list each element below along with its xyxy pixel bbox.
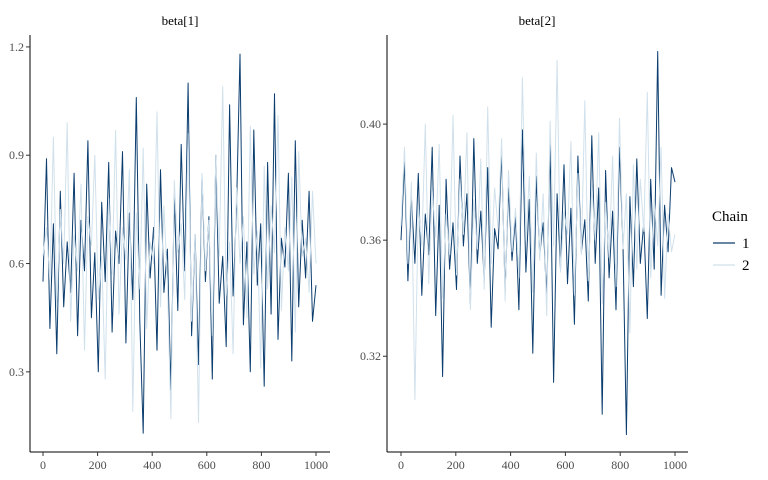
x-tick-label: 0 [398,458,404,472]
x-tick-label: 0 [40,458,46,472]
panel-title-beta1: beta[1] [162,13,199,28]
x-tick-label: 200 [447,458,465,472]
x-tick-label: 1000 [663,458,687,472]
trace-line-chain-1 [400,51,676,436]
trace-line-chain-2 [42,86,317,423]
y-tick-label: 0.9 [9,148,24,162]
y-tick-label: 0.6 [9,257,24,271]
x-tick-label: 1000 [304,458,328,472]
y-tick-label: 1.2 [9,40,24,54]
x-tick-label: 800 [252,458,270,472]
x-tick-label: 600 [556,458,574,472]
x-tick-label: 200 [89,458,107,472]
y-tick-label: 0.3 [9,365,24,379]
panel-beta1: 0.3 0.6 0.9 1.2 0 200 400 600 800 1000 [9,35,330,472]
panel-beta2: 0.32 0.36 0.40 0 200 400 600 800 1000 [360,35,688,472]
x-tick-label: 800 [611,458,629,472]
y-tick-label: 0.32 [360,349,381,363]
trace-line-chain-1 [42,53,317,434]
legend-label-chain-1: 1 [742,236,750,252]
trace-line-chain-2 [400,59,676,401]
legend: Chain 1 2 [712,209,750,274]
y-tick-label: 0.36 [360,233,381,247]
x-tick-label: 400 [502,458,520,472]
y-tick-label: 0.40 [360,117,381,131]
panel-title-beta2: beta[2] [519,13,556,28]
legend-title: Chain [712,209,748,225]
x-tick-label: 400 [143,458,161,472]
legend-label-chain-2: 2 [742,258,750,274]
x-tick-label: 600 [198,458,216,472]
